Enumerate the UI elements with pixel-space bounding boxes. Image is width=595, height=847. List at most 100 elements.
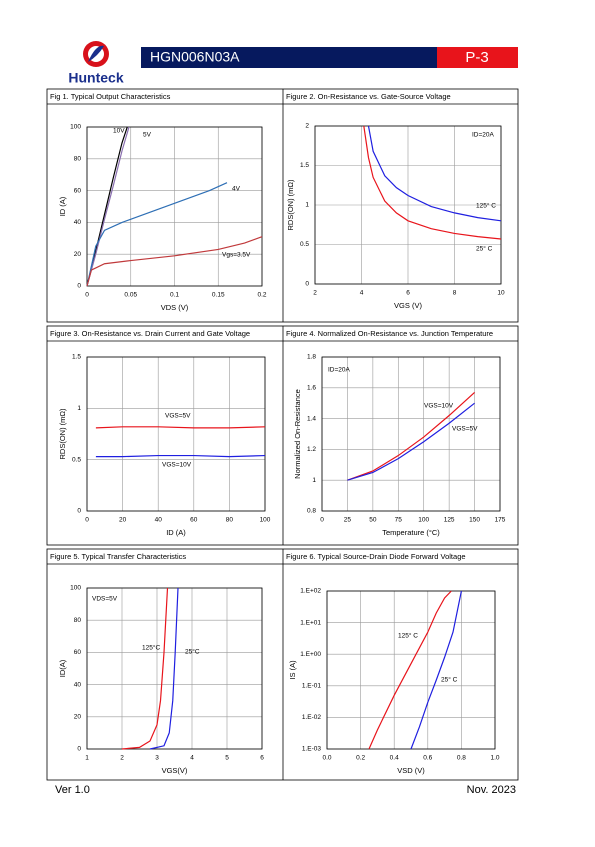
y-tick-label: 1.5 <box>72 354 81 361</box>
x-tick-label: 25 <box>344 517 352 524</box>
x-tick-label: 0 <box>320 517 324 524</box>
footer-date: Nov. 2023 <box>467 784 516 796</box>
x-tick-label: 1.0 <box>490 755 499 762</box>
title-bar <box>141 47 437 68</box>
x-tick-label: 1 <box>85 755 89 762</box>
panel-frame <box>46 88 519 781</box>
y-tick-label: 0 <box>77 508 81 515</box>
series-line <box>121 587 169 750</box>
y-tick-label: 60 <box>74 649 82 656</box>
series-line <box>95 426 266 429</box>
x-tick-label: 0 <box>85 292 89 299</box>
series-label: 4V <box>232 186 241 193</box>
x-tick-label: 50 <box>369 517 377 524</box>
y-tick-label: 1 <box>77 405 81 412</box>
page-bar <box>437 47 518 68</box>
x-tick-label: 0.15 <box>212 292 225 299</box>
y-tick-label: 20 <box>74 251 82 258</box>
y-tick-label: 100 <box>70 585 81 592</box>
x-axis-label: ID (A) <box>166 528 186 537</box>
annotation: ID=20A <box>328 367 351 374</box>
series-label: 25° C <box>441 676 458 684</box>
x-axis-label: Temperature (°C) <box>382 528 440 537</box>
x-axis-label: VGS(V) <box>162 766 188 775</box>
x-tick-label: 0.4 <box>390 755 399 762</box>
doc-title: HGN006N03A <box>150 49 240 65</box>
y-tick-label: 1.8 <box>307 354 316 361</box>
x-tick-label: 0.2 <box>257 292 266 299</box>
x-tick-label: 6 <box>406 290 410 297</box>
y-tick-label: 2 <box>305 123 309 130</box>
y-tick-label: 1.E+00 <box>300 651 321 658</box>
x-axis-label: VGS (V) <box>394 301 422 310</box>
y-axis-label: Normalized On-Resistance <box>293 389 302 479</box>
series-label: 25° C <box>476 245 493 253</box>
y-tick-label: 40 <box>74 219 82 226</box>
x-tick-label: 100 <box>260 517 271 524</box>
y-tick-label: 1.6 <box>307 385 316 392</box>
y-tick-label: 100 <box>70 124 81 131</box>
y-tick-label: 80 <box>74 617 82 624</box>
series-line <box>347 402 475 481</box>
x-tick-label: 0.05 <box>124 292 137 299</box>
series-line <box>86 126 130 287</box>
series-line <box>86 182 228 287</box>
x-tick-label: 0.1 <box>170 292 179 299</box>
series-label: Vgs=3.5V <box>222 252 251 259</box>
y-tick-label: 0.5 <box>300 241 309 248</box>
series-label: 5V <box>143 132 152 139</box>
y-tick-label: 1.4 <box>307 415 316 422</box>
y-tick-label: 1.E+01 <box>300 619 321 626</box>
plot-frame <box>321 356 501 512</box>
y-tick-label: 1.E-01 <box>302 683 322 690</box>
y-axis-label: ID(A) <box>58 659 67 677</box>
x-tick-label: 2 <box>313 290 317 297</box>
x-tick-label: 0.0 <box>322 755 331 762</box>
y-tick-label: 20 <box>74 714 82 721</box>
y-tick-label: 1.E+02 <box>300 588 321 595</box>
row-box <box>46 548 519 781</box>
series-label: VGS=5V <box>452 426 478 433</box>
x-tick-label: 125 <box>444 517 455 524</box>
x-axis-label: VDS (V) <box>161 303 189 312</box>
x-tick-label: 5 <box>225 755 229 762</box>
page-number: P-3 <box>465 49 488 66</box>
x-tick-label: 60 <box>190 517 198 524</box>
series-line <box>363 125 502 240</box>
y-tick-label: 80 <box>74 156 82 163</box>
logo-text: Hunteck <box>68 70 123 86</box>
plot-frame <box>86 126 263 287</box>
x-tick-label: 4 <box>360 290 364 297</box>
chart-title: Figure 5. Typical Transfer Characteristi… <box>50 552 186 561</box>
y-axis-label: RDS(ON) (mΩ) <box>286 179 295 231</box>
y-axis-label: ID (A) <box>58 196 67 216</box>
x-tick-label: 8 <box>453 290 457 297</box>
x-tick-label: 40 <box>155 517 163 524</box>
y-tick-label: 1.5 <box>300 162 309 169</box>
chart-title: Figure 3. On-Resistance vs. Drain Curren… <box>50 329 250 338</box>
y-tick-label: 0.5 <box>72 456 81 463</box>
x-axis-label: VSD (V) <box>397 766 425 775</box>
y-tick-label: 1 <box>305 202 309 209</box>
chart-title: Fig 1. Typical Output Characteristics <box>50 92 171 101</box>
x-tick-label: 175 <box>495 517 506 524</box>
y-tick-label: 1.E-02 <box>302 714 322 721</box>
series-label: 125°C <box>142 644 160 652</box>
x-tick-label: 20 <box>119 517 127 524</box>
y-tick-label: 0 <box>77 283 81 290</box>
series-line <box>410 590 462 750</box>
footer-version: Ver 1.0 <box>55 784 90 796</box>
series-label: 125° C <box>398 632 418 640</box>
x-tick-label: 6 <box>260 755 264 762</box>
y-axis-label: IS (A) <box>288 660 297 680</box>
plot-frame <box>86 356 266 512</box>
logo-swoosh <box>88 45 104 62</box>
x-tick-label: 0 <box>85 517 89 524</box>
series-label: VGS=10V <box>424 403 454 410</box>
series-line <box>86 236 263 287</box>
logo: Hunteck <box>68 41 124 86</box>
series-line <box>95 454 266 458</box>
y-tick-label: 1 <box>312 477 316 484</box>
